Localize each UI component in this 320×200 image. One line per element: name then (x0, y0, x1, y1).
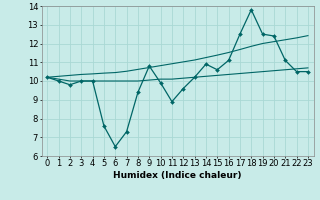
X-axis label: Humidex (Indice chaleur): Humidex (Indice chaleur) (113, 171, 242, 180)
